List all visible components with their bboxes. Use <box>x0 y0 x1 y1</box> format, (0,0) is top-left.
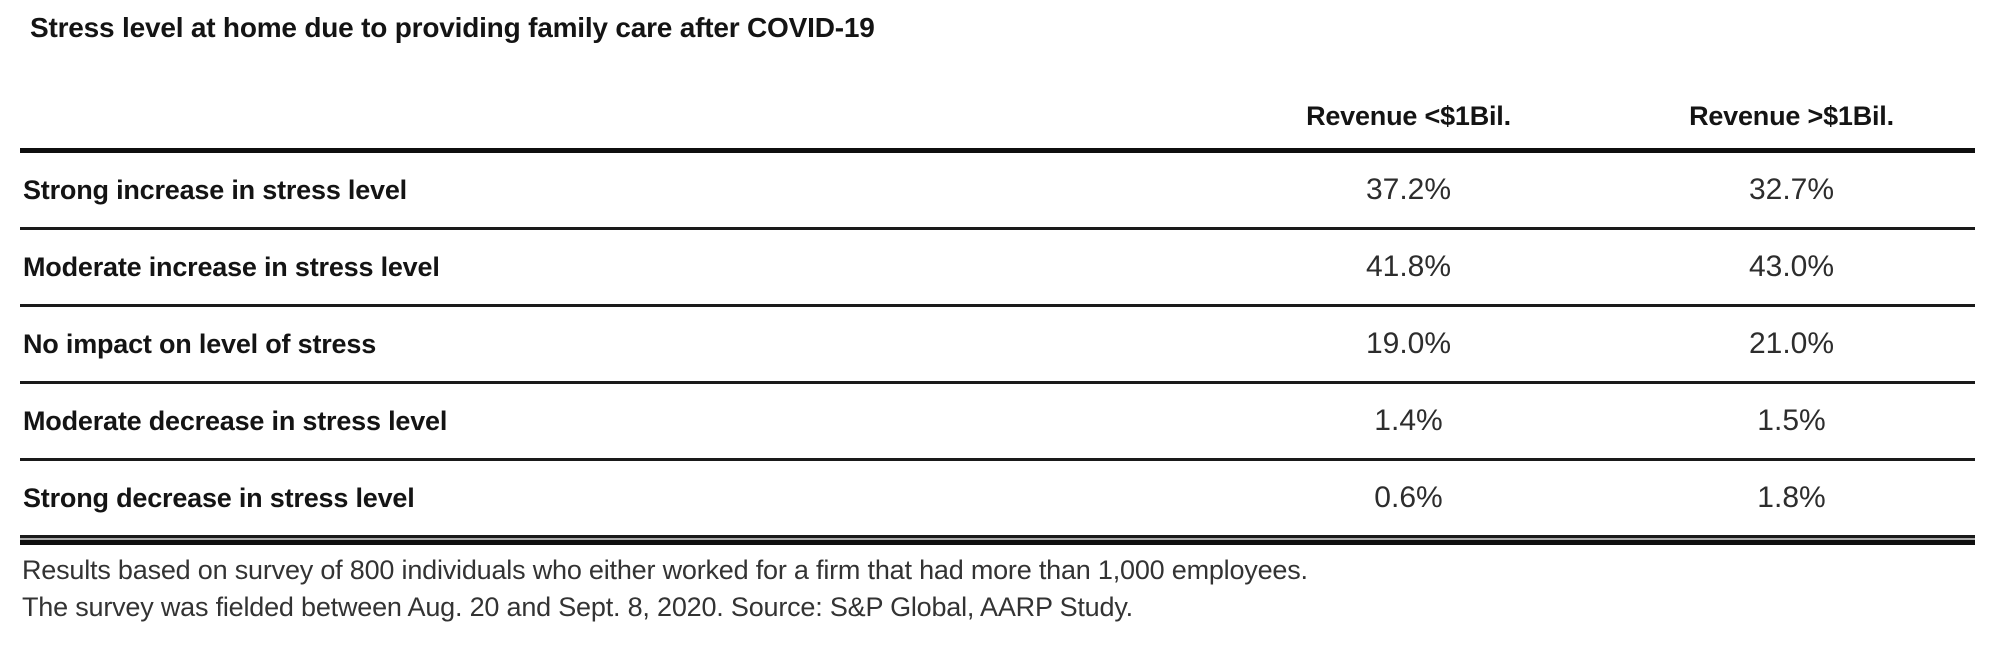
value-cell: 19.0% <box>1365 327 1452 360</box>
value-cell: 0.6% <box>1374 481 1443 514</box>
footnote-line-2: The survey was fielded between Aug. 20 a… <box>22 592 1133 622</box>
value-cell: 43.0% <box>1748 250 1835 283</box>
value-cell: 21.0% <box>1748 327 1835 360</box>
row-label: No impact on level of stress <box>23 328 377 359</box>
row-label: Moderate increase in stress level <box>23 251 440 282</box>
value-cell: 32.7% <box>1748 173 1835 206</box>
value-cell: 1.4% <box>1374 404 1443 437</box>
row-label: Moderate decrease in stress level <box>23 405 448 436</box>
column-header-revenue-under-1bil: Revenue <$1Bil. <box>1306 101 1511 131</box>
bottom-rule-grey <box>20 538 1975 540</box>
table-row: Moderate increase in stress level 41.8% … <box>20 230 1975 307</box>
table-row: Strong increase in stress level 37.2% 32… <box>20 153 1975 230</box>
row-label: Strong increase in stress level <box>23 174 407 205</box>
footnote-line-1: Results based on survey of 800 individua… <box>22 555 1308 585</box>
value-cell: 1.5% <box>1757 404 1826 437</box>
bottom-rule <box>20 540 1975 545</box>
header-rule <box>20 148 1975 153</box>
row-label: Strong decrease in stress level <box>23 482 415 513</box>
value-cell: 37.2% <box>1365 173 1452 206</box>
table-row: Moderate decrease in stress level 1.4% 1… <box>20 384 1975 461</box>
footnotes: Results based on survey of 800 individua… <box>22 552 1308 626</box>
value-cell: 41.8% <box>1365 250 1452 283</box>
column-header-revenue-over-1bil: Revenue >$1Bil. <box>1689 101 1894 131</box>
table-row: No impact on level of stress 19.0% 21.0% <box>20 307 1975 384</box>
table-row: Strong decrease in stress level 0.6% 1.8… <box>20 461 1975 538</box>
page-title: Stress level at home due to providing fa… <box>30 12 875 43</box>
value-cell: 1.8% <box>1757 481 1826 514</box>
table-header-row: Revenue <$1Bil. Revenue >$1Bil. <box>20 73 1975 148</box>
stress-table: Revenue <$1Bil. Revenue >$1Bil. Strong i… <box>20 73 1975 545</box>
